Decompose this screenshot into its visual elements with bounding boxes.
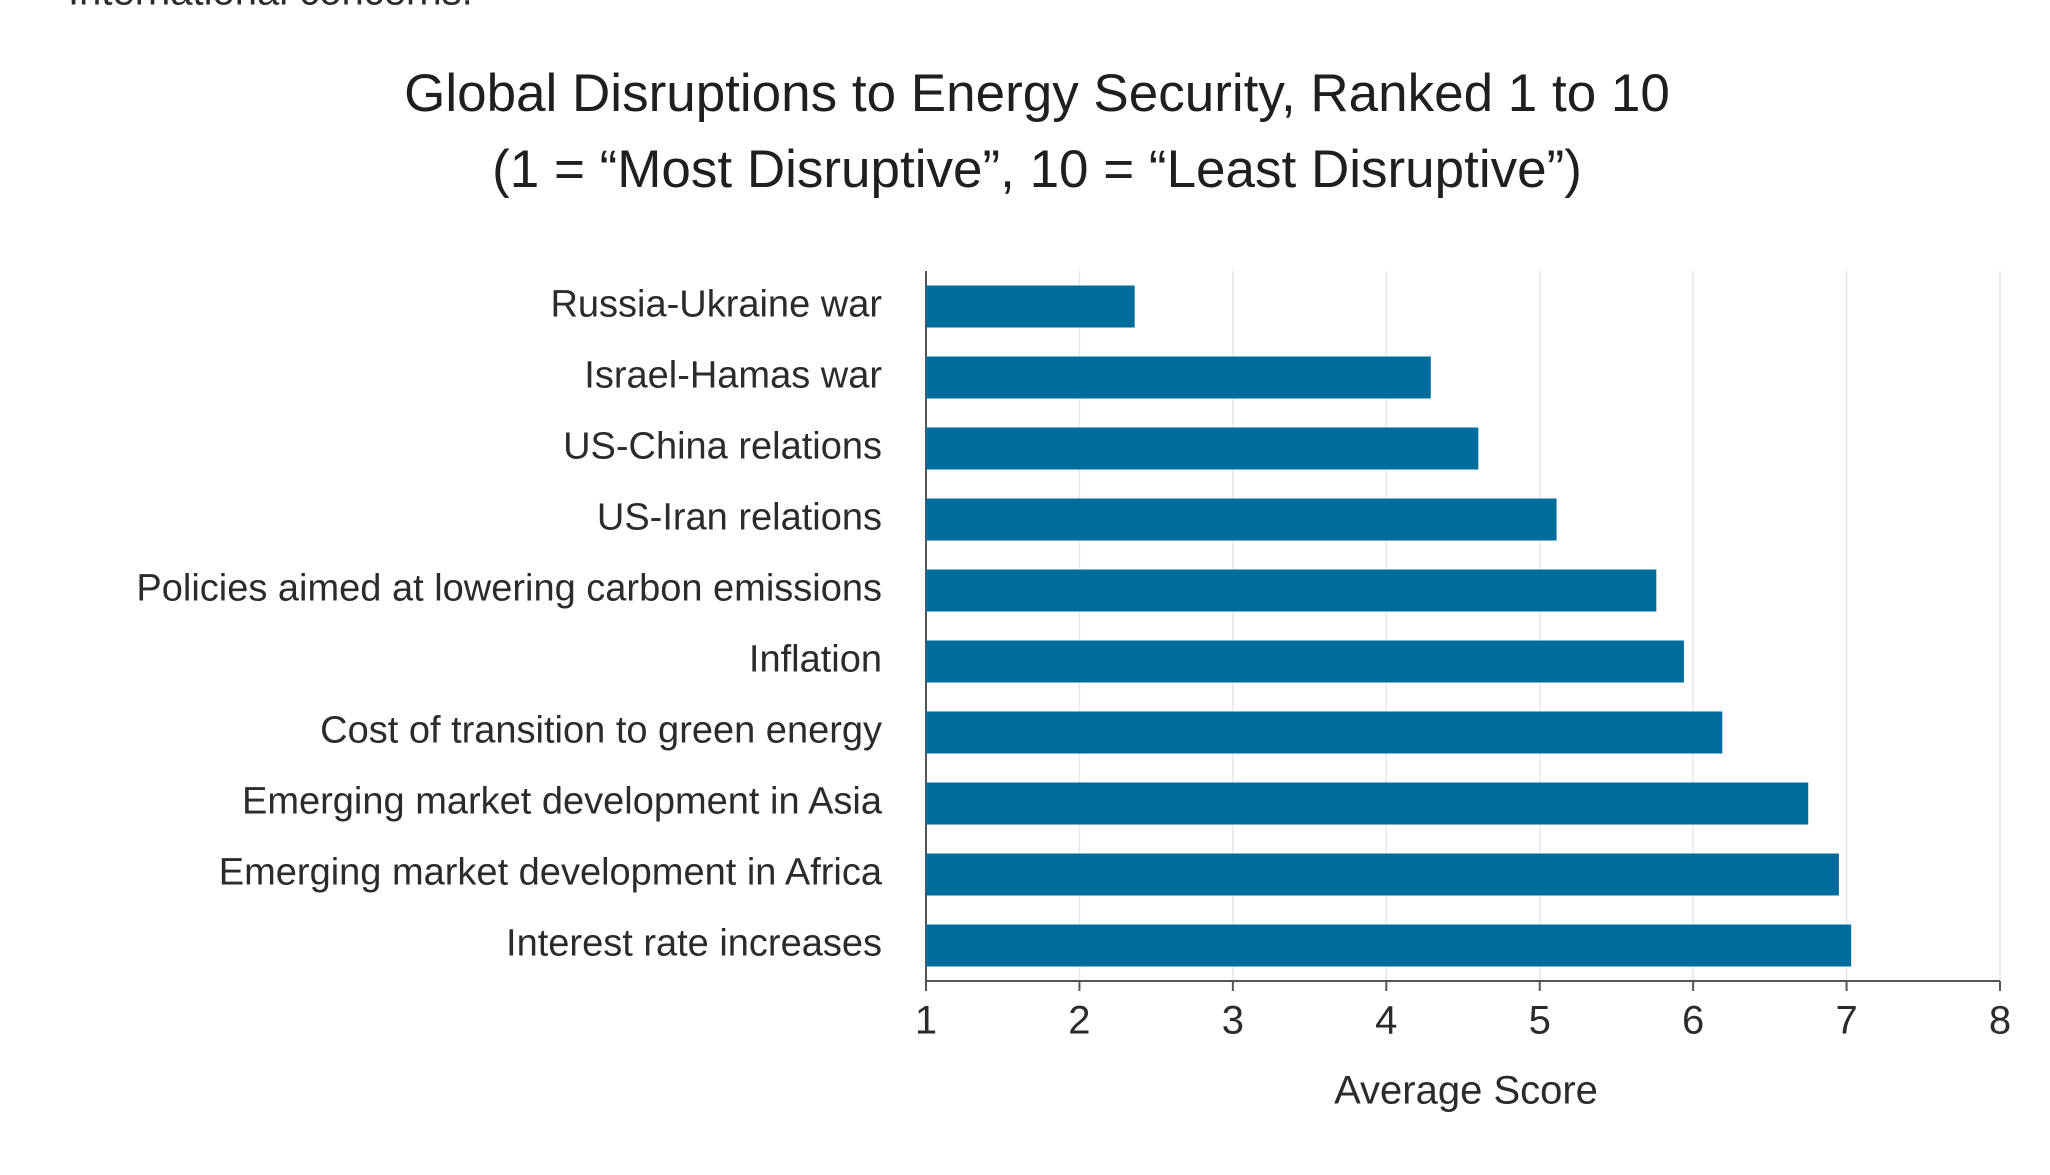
x-tick-label: 4 <box>1375 999 1397 1043</box>
x-tick-label: 6 <box>1682 999 1704 1043</box>
y-tick-label: Inflation <box>749 639 882 681</box>
x-axis-label: Average Score <box>1334 1069 1598 1113</box>
x-tick-label: 3 <box>1222 999 1244 1043</box>
bar <box>926 640 1684 683</box>
bar <box>926 853 1839 896</box>
y-tick-label: Cost of transition to green energy <box>320 710 882 752</box>
x-tick-label: 5 <box>1529 999 1551 1043</box>
x-tick-label: 1 <box>915 999 937 1043</box>
x-tick-label: 2 <box>1068 999 1090 1043</box>
x-tick-label: 8 <box>1989 999 2011 1043</box>
bar <box>926 782 1809 825</box>
y-tick-label: Policies aimed at lowering carbon emissi… <box>136 568 882 610</box>
bar <box>926 285 1135 328</box>
chart-title: (1 = “Most Disruptive”, 10 = “Least Disr… <box>492 140 1582 199</box>
y-tick-label: US-Iran relations <box>597 497 882 539</box>
bar <box>926 569 1657 612</box>
y-tick-label: US-China relations <box>563 426 882 468</box>
y-tick-label: Interest rate increases <box>506 923 882 965</box>
bar <box>926 498 1557 541</box>
chart-title: Global Disruptions to Energy Security, R… <box>404 64 1670 123</box>
y-tick-label: Emerging market development in Asia <box>242 781 883 823</box>
header-text: International concerns. <box>68 0 473 14</box>
bar <box>926 924 1852 967</box>
y-tick-label: Russia-Ukraine war <box>550 284 882 326</box>
bar <box>926 427 1479 470</box>
bar <box>926 356 1431 399</box>
y-tick-label: Israel-Hamas war <box>584 355 882 397</box>
y-tick-label: Emerging market development in Africa <box>219 852 883 894</box>
x-tick-label: 7 <box>1835 999 1857 1043</box>
bar <box>926 711 1723 754</box>
